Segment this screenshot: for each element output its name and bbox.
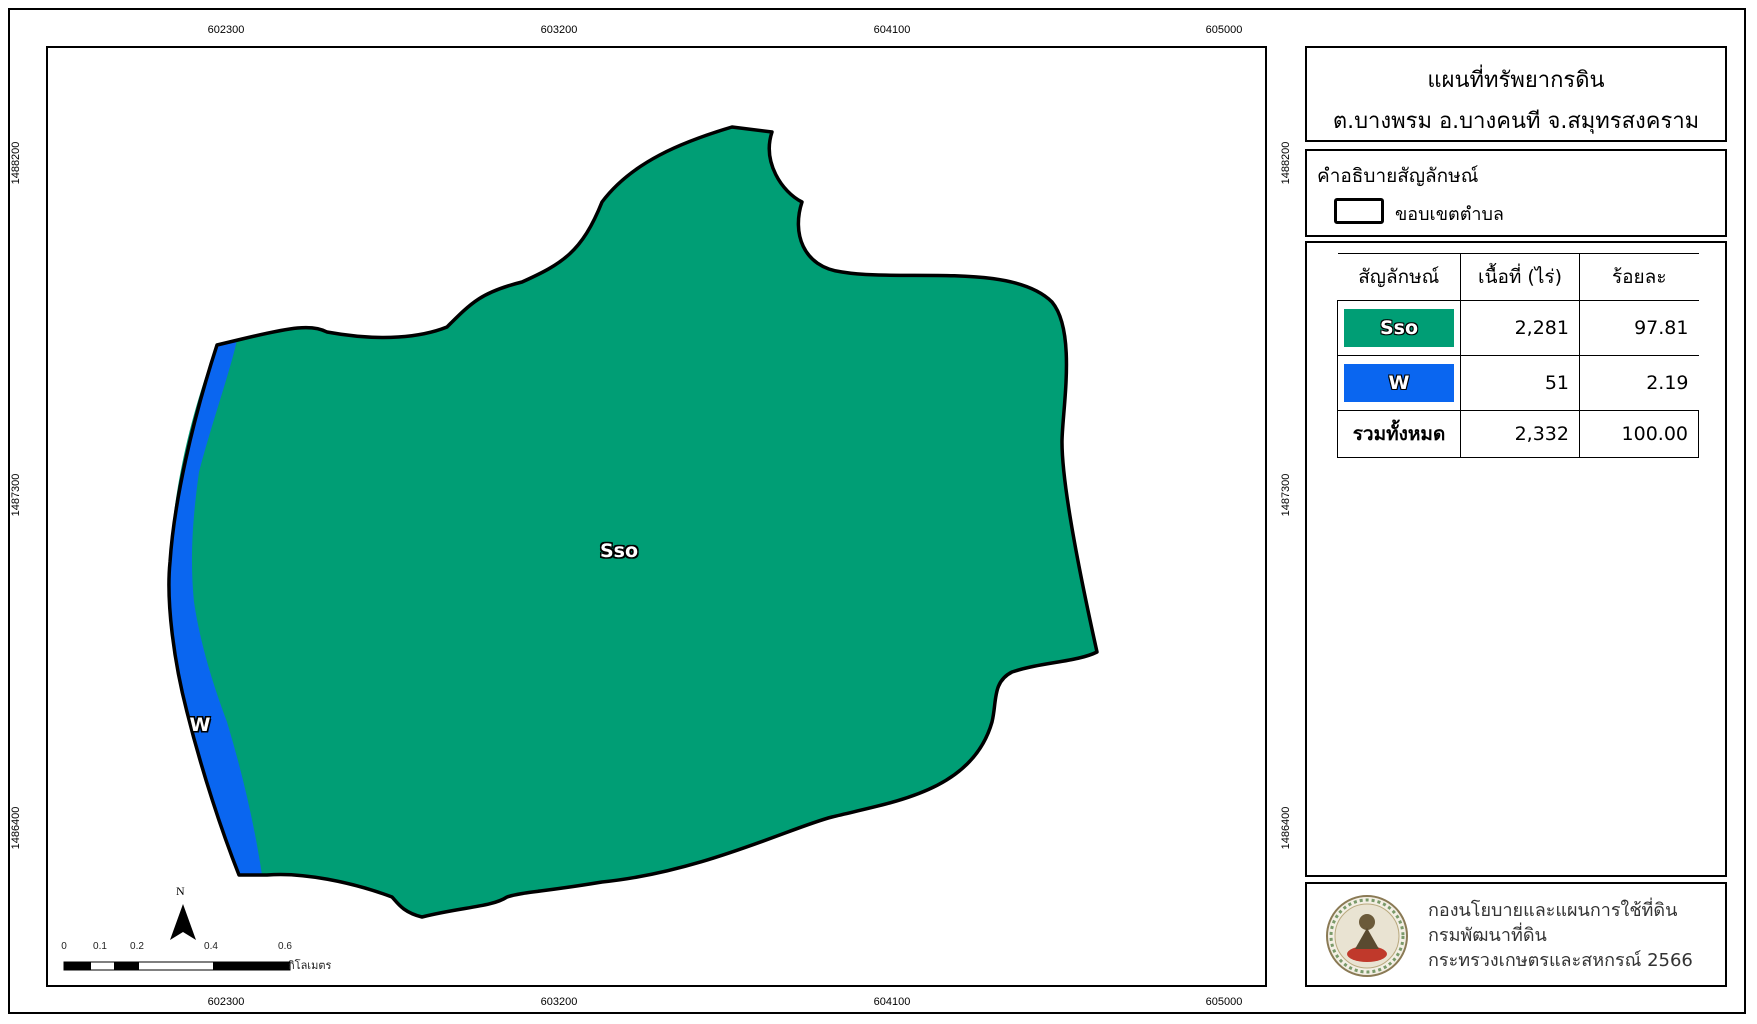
scale-tick: 0.1	[93, 941, 107, 952]
percent-cell: 2.19	[1579, 355, 1699, 411]
map-canvas	[63, 125, 1099, 971]
table-total-row: รวมทั้งหมด 2,332 100.00	[1337, 410, 1699, 458]
soil-table: สัญลักษณ์ เนื้อที่ (ไร่) ร้อยละ Sso 2,28…	[1337, 253, 1699, 458]
y-tick-left: 1487300	[10, 473, 22, 517]
scale-unit: กิโลเมตร	[288, 959, 332, 972]
x-tick-top: 604100	[873, 24, 911, 36]
legend-heading: คำอธิบายสัญลักษณ์	[1317, 165, 1479, 187]
page-frame	[8, 8, 1746, 1014]
total-area: 2,332	[1460, 410, 1580, 458]
subdistrict-boundary	[167, 125, 1099, 919]
credit-panel: กองนโยบายและแผนการใช้ที่ดิน กรมพัฒนาที่ด…	[1305, 882, 1727, 987]
boundary-label: ขอบเขตตำบล	[1395, 204, 1504, 225]
y-tick-right: 1487300	[1280, 473, 1292, 517]
boundary-swatch	[1334, 198, 1384, 224]
total-percent: 100.00	[1579, 410, 1699, 458]
x-tick-top: 603200	[540, 24, 578, 36]
scale-tick: 0.2	[130, 941, 144, 952]
scale-tick: 0	[61, 941, 67, 952]
swatch-w: W	[1344, 364, 1454, 402]
x-tick-top: 602300	[207, 24, 245, 36]
percent-cell: 97.81	[1579, 300, 1699, 356]
water-area-w	[168, 340, 262, 875]
x-tick-bottom: 604100	[873, 996, 911, 1008]
header-percent: ร้อยละ	[1579, 253, 1699, 301]
x-tick-bottom: 603200	[540, 996, 578, 1008]
symbol-cell: Sso	[1337, 300, 1461, 356]
table-row: W 51 2.19	[1337, 355, 1699, 411]
table-row: Sso 2,281 97.81	[1337, 300, 1699, 356]
north-arrow-icon	[170, 904, 196, 940]
legend-panel: คำอธิบายสัญลักษณ์ ขอบเขตตำบล	[1305, 149, 1727, 237]
map-label-w: W	[189, 714, 211, 736]
map-subtitle: ต.บางพรม อ.บางคนที จ.สมุทรสงคราม	[1332, 109, 1700, 134]
total-label: รวมทั้งหมด	[1337, 410, 1461, 458]
map-label-sso: Sso	[599, 540, 639, 562]
x-tick-bottom: 605000	[1205, 996, 1243, 1008]
y-tick-left: 1486400	[10, 806, 22, 850]
scale-bar	[63, 961, 291, 971]
table-header-row: สัญลักษณ์ เนื้อที่ (ไร่) ร้อยละ	[1337, 253, 1699, 301]
soil-area-sso	[170, 127, 1097, 917]
title-panel: แผนที่ทรัพยากรดิน ต.บางพรม อ.บางคนที จ.ส…	[1305, 46, 1727, 142]
header-symbol: สัญลักษณ์	[1337, 253, 1461, 301]
map-frame	[46, 46, 1267, 987]
credit-line1: กองนโยบายและแผนการใช้ที่ดิน	[1428, 900, 1678, 921]
header-area: เนื้อที่ (ไร่)	[1460, 253, 1580, 301]
swatch-sso: Sso	[1344, 309, 1454, 347]
credit-text: กองนโยบายและแผนการใช้ที่ดิน กรมพัฒนาที่ด…	[1428, 898, 1693, 973]
x-tick-top: 605000	[1205, 24, 1243, 36]
area-cell: 51	[1460, 355, 1580, 411]
y-tick-right: 1488200	[1280, 141, 1292, 185]
soil-table-panel: สัญลักษณ์ เนื้อที่ (ไร่) ร้อยละ Sso 2,28…	[1305, 241, 1727, 877]
y-tick-right: 1486400	[1280, 806, 1292, 850]
y-tick-left: 1488200	[10, 141, 22, 185]
north-label: N	[176, 884, 185, 898]
credit-line2: กรมพัฒนาที่ดิน	[1428, 925, 1547, 946]
scale-tick: 0.4	[204, 941, 218, 952]
department-seal-icon	[1326, 895, 1408, 977]
x-tick-bottom: 602300	[207, 996, 245, 1008]
map-title: แผนที่ทรัพยากรดิน	[1427, 68, 1605, 93]
symbol-cell: W	[1337, 355, 1461, 411]
credit-line3: กระทรวงเกษตรและสหกรณ์ 2566	[1428, 950, 1693, 971]
area-cell: 2,281	[1460, 300, 1580, 356]
scale-tick: 0.6	[278, 941, 292, 952]
